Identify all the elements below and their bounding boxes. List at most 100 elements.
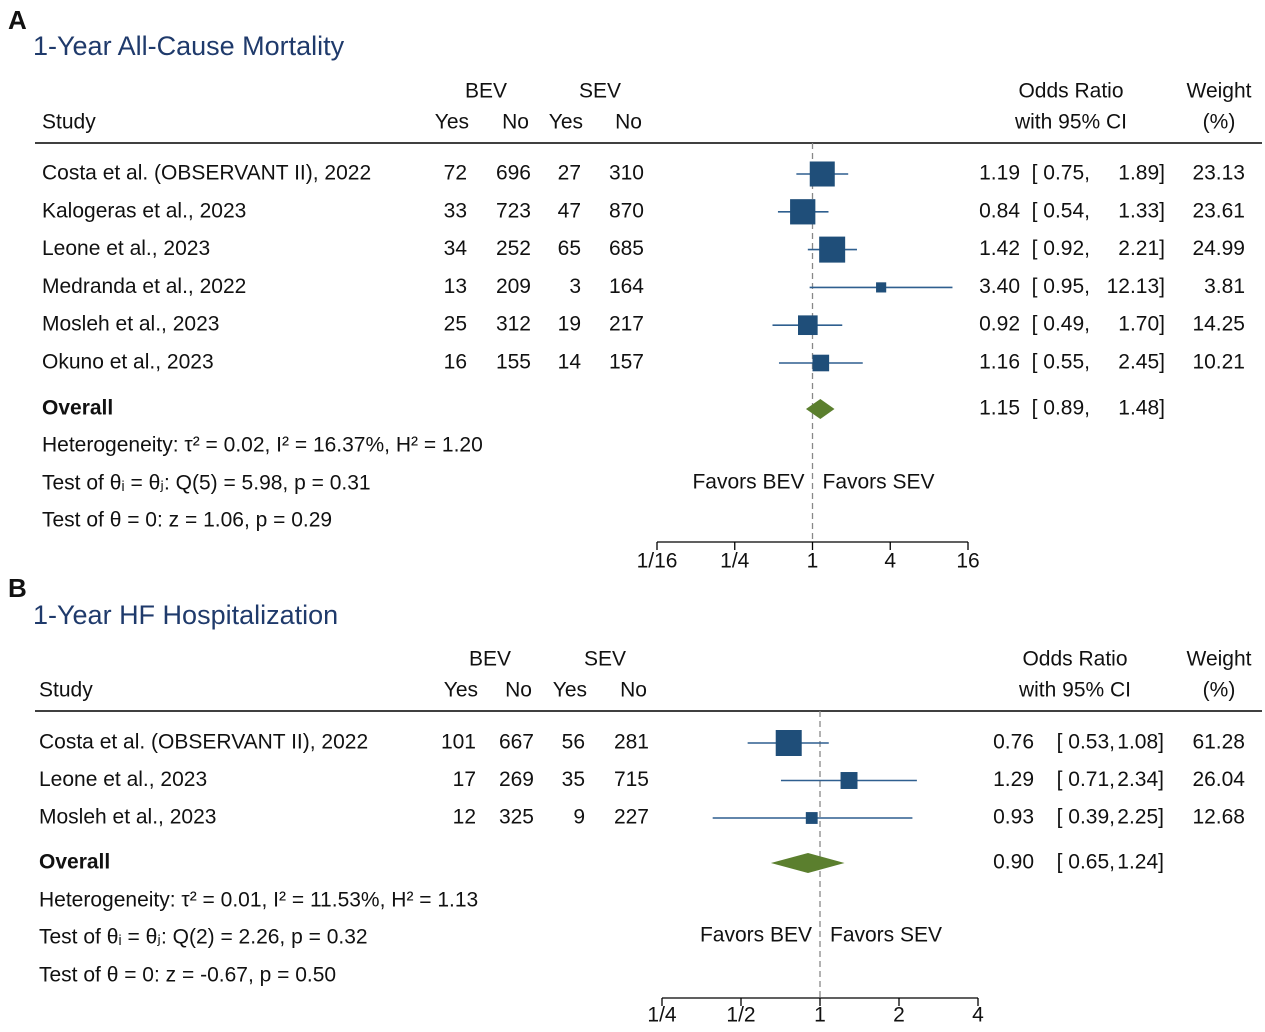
count: 155: [496, 351, 531, 374]
overall-diamond: [770, 853, 845, 873]
count: 47: [558, 199, 581, 222]
stat-line: Test of θ = 0: z = -0.67, p = 0.50: [39, 964, 336, 987]
study-name: Medranda et al., 2022: [42, 275, 246, 298]
group-header: BEV: [469, 648, 511, 671]
column-header: Yes: [435, 111, 469, 134]
annotation: Favors SEV: [830, 924, 942, 947]
weight-label: 12.68: [1192, 806, 1245, 829]
group-header: SEV: [584, 648, 626, 671]
count: 16: [444, 351, 467, 374]
or-label: 1.19: [979, 162, 1020, 185]
x-tick-label: 1/16: [637, 550, 678, 573]
x-tick-label: 4: [884, 550, 896, 573]
weight-label: 23.13: [1192, 162, 1245, 185]
ci-upper-label: 1.48]: [1118, 397, 1165, 420]
count: 325: [499, 806, 534, 829]
column-header: No: [615, 111, 642, 134]
stat-line: Test of θᵢ = θⱼ: Q(5) = 5.98, p = 0.31: [42, 472, 371, 495]
ci-upper-label: 1.70]: [1118, 313, 1165, 336]
column-header: with 95% CI: [1014, 111, 1127, 134]
ci-lower-label: [ 0.95,: [1032, 275, 1090, 298]
column-header: (%): [1203, 679, 1236, 702]
stat-line: Heterogeneity: τ² = 0.01, I² = 11.53%, H…: [39, 889, 478, 912]
count: 870: [609, 199, 644, 222]
column-header: Weight: [1187, 648, 1252, 671]
panel-label: A: [8, 5, 27, 35]
chart-title: 1-Year HF Hospitalization: [33, 600, 338, 630]
effect-square: [809, 161, 835, 187]
overall-label: Overall: [42, 397, 113, 420]
ci-lower-label: [ 0.53,: [1057, 731, 1115, 754]
study-name: Kalogeras et al., 2023: [42, 199, 246, 222]
x-tick-label: 4: [972, 1004, 984, 1027]
count: 12: [453, 806, 476, 829]
column-header: Odds Ratio: [1018, 80, 1123, 103]
count: 164: [609, 275, 644, 298]
ci-lower-label: [ 0.49,: [1032, 313, 1090, 336]
chart-title: 1-Year All-Cause Mortality: [33, 31, 345, 61]
effect-square: [812, 354, 830, 372]
x-tick-label: 1: [807, 550, 819, 573]
or-label: 0.76: [993, 731, 1034, 754]
count: 19: [558, 313, 581, 336]
stat-line: Test of θᵢ = θⱼ: Q(2) = 2.26, p = 0.32: [39, 926, 368, 949]
count: 9: [573, 806, 585, 829]
ci-upper-label: 1.24]: [1117, 851, 1164, 874]
annotation: Favors BEV: [700, 924, 812, 947]
ci-upper-label: 2.21]: [1118, 237, 1165, 260]
count: 252: [496, 237, 531, 260]
count: 34: [444, 237, 468, 260]
ci-lower-label: [ 0.39,: [1057, 806, 1115, 829]
x-tick-label: 2: [893, 1004, 905, 1027]
ci-upper-label: 2.45]: [1118, 351, 1165, 374]
annotation: Favors SEV: [823, 471, 935, 494]
stat-line: Heterogeneity: τ² = 0.02, I² = 16.37%, H…: [42, 434, 483, 457]
column-header: No: [620, 679, 647, 702]
weight-label: 10.21: [1192, 351, 1245, 374]
ci-upper-label: 2.34]: [1117, 768, 1164, 791]
column-header: with 95% CI: [1018, 679, 1131, 702]
count: 3: [569, 275, 581, 298]
effect-square: [790, 199, 816, 225]
count: 696: [496, 162, 531, 185]
x-tick-label: 1/4: [720, 550, 750, 573]
column-header: Yes: [444, 679, 478, 702]
study-name: Leone et al., 2023: [39, 768, 207, 791]
or-label: 0.92: [979, 313, 1020, 336]
effect-square: [798, 315, 818, 336]
weight-label: 14.25: [1192, 313, 1245, 336]
ci-lower-label: [ 0.92,: [1032, 237, 1090, 260]
x-tick-label: 1: [814, 1004, 826, 1027]
overall-diamond: [805, 399, 835, 419]
count: 72: [444, 162, 467, 185]
column-header: Yes: [553, 679, 587, 702]
count: 269: [499, 768, 534, 791]
ci-upper-label: 1.08]: [1117, 731, 1164, 754]
study-name: Leone et al., 2023: [42, 237, 210, 260]
study-name: Costa et al. (OBSERVANT II), 2022: [39, 731, 368, 754]
column-header: Yes: [549, 111, 583, 134]
ci-lower-label: [ 0.75,: [1032, 162, 1090, 185]
count: 227: [614, 806, 649, 829]
effect-square: [775, 730, 802, 756]
count: 667: [499, 731, 534, 754]
count: 101: [441, 731, 476, 754]
weight-label: 24.99: [1192, 237, 1245, 260]
count: 13: [444, 275, 467, 298]
weight-label: 3.81: [1204, 275, 1245, 298]
count: 35: [562, 768, 585, 791]
effect-square: [876, 282, 887, 293]
ci-lower-label: [ 0.89,: [1032, 397, 1090, 420]
count: 723: [496, 199, 531, 222]
or-label: 0.93: [993, 806, 1034, 829]
count: 312: [496, 313, 531, 336]
or-label: 1.15: [979, 397, 1020, 420]
count: 65: [558, 237, 581, 260]
count: 27: [558, 162, 581, 185]
study-name: Okuno et al., 2023: [42, 351, 214, 374]
column-header: No: [502, 111, 529, 134]
weight-label: 23.61: [1192, 199, 1245, 222]
column-header: Study: [42, 111, 96, 134]
